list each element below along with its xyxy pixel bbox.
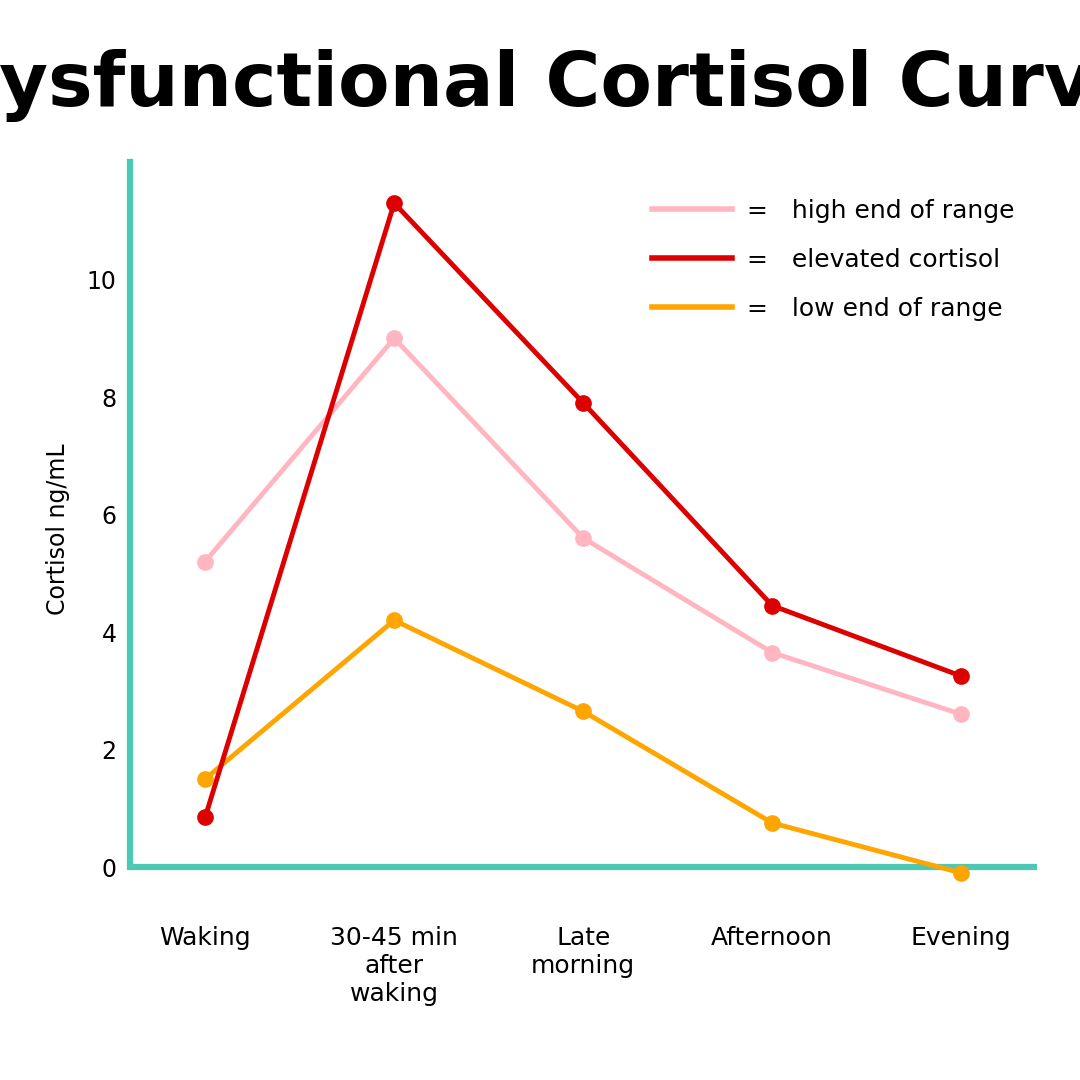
Y-axis label: Cortisol ng/mL: Cortisol ng/mL	[45, 444, 70, 615]
Text: Dysfunctional Cortisol Curve: Dysfunctional Cortisol Curve	[0, 49, 1080, 122]
Legend: =   high end of range, =   elevated cortisol, =   low end of range: = high end of range, = elevated cortisol…	[642, 189, 1024, 332]
